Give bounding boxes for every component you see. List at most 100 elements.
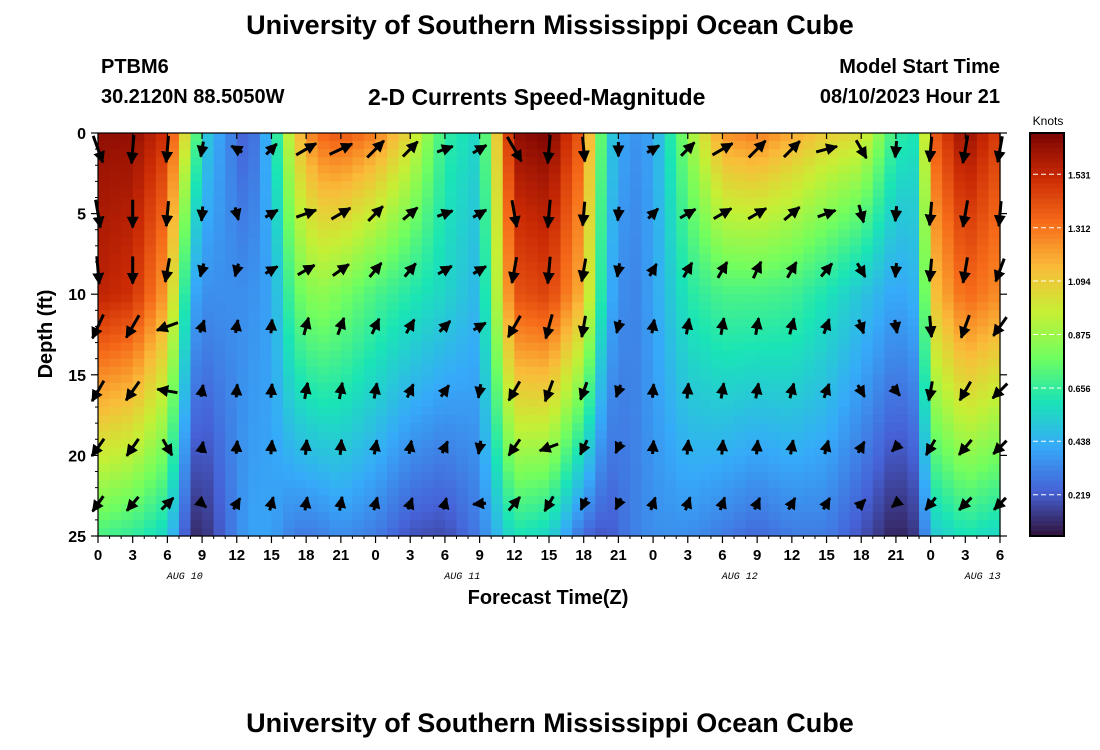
heatmap-cell bbox=[294, 511, 307, 521]
heatmap-cell bbox=[618, 423, 631, 432]
heatmap-cell bbox=[710, 286, 724, 295]
heatmap-cell bbox=[838, 398, 851, 408]
heatmap-cell bbox=[699, 189, 712, 199]
heatmap-cell bbox=[618, 374, 631, 384]
heatmap-cell bbox=[988, 350, 1001, 360]
heatmap-cell bbox=[248, 423, 261, 432]
heatmap-cell bbox=[144, 463, 157, 473]
heatmap-cell bbox=[942, 366, 955, 376]
heatmap-cell bbox=[595, 326, 608, 336]
heatmap-cell bbox=[259, 286, 273, 295]
heatmap-cell bbox=[468, 229, 481, 239]
heatmap-cell bbox=[618, 390, 631, 400]
current-arrow bbox=[646, 207, 660, 221]
heatmap-cell bbox=[213, 447, 226, 456]
heatmap-cell bbox=[387, 318, 400, 328]
colorbar-cell bbox=[1030, 138, 1064, 144]
heatmap-cell bbox=[155, 431, 168, 440]
heatmap-cell bbox=[294, 253, 307, 263]
heatmap-cell bbox=[433, 407, 446, 416]
heatmap-cell bbox=[560, 237, 573, 247]
heatmap-cell bbox=[294, 463, 307, 473]
heatmap-cell bbox=[433, 487, 446, 497]
heatmap-cell bbox=[410, 213, 423, 223]
heatmap-cell bbox=[363, 398, 377, 408]
heatmap-cell bbox=[271, 471, 284, 481]
heatmap-cell bbox=[213, 382, 226, 392]
heatmap-cell bbox=[930, 237, 943, 247]
heatmap-cell bbox=[363, 189, 377, 199]
heatmap-cell bbox=[294, 374, 307, 384]
heatmap-cell bbox=[468, 133, 481, 142]
heatmap-cell bbox=[722, 487, 735, 497]
colorbar-cell bbox=[1030, 198, 1064, 205]
heatmap-cell bbox=[248, 318, 261, 328]
heatmap-cell bbox=[942, 318, 955, 328]
heatmap-cell bbox=[468, 237, 481, 247]
heatmap-cell bbox=[144, 310, 157, 319]
heatmap-cell bbox=[248, 261, 261, 271]
heatmap-cell bbox=[132, 213, 145, 223]
heatmap-cell bbox=[433, 229, 446, 239]
heatmap-cell bbox=[294, 165, 307, 174]
heatmap-cell bbox=[907, 471, 920, 481]
heatmap-cell bbox=[838, 447, 851, 456]
heatmap-cell bbox=[722, 447, 735, 456]
heatmap-cell bbox=[861, 189, 874, 199]
heatmap-cell bbox=[468, 278, 481, 287]
heatmap-cell bbox=[595, 181, 608, 191]
heatmap-cell bbox=[976, 511, 990, 521]
heatmap-cell bbox=[653, 455, 666, 465]
heatmap-cell bbox=[734, 503, 747, 513]
heatmap-cell bbox=[664, 407, 677, 416]
heatmap-cell bbox=[306, 173, 319, 182]
current-arrow bbox=[438, 320, 452, 333]
heatmap-cell bbox=[572, 253, 585, 263]
heatmap-cell bbox=[606, 133, 619, 142]
heatmap-cell bbox=[653, 326, 666, 336]
heatmap-cell bbox=[236, 334, 249, 344]
heatmap-cell bbox=[155, 487, 168, 497]
heatmap-cell bbox=[468, 173, 481, 182]
heatmap-cell bbox=[687, 221, 700, 231]
heatmap-cell bbox=[930, 253, 943, 263]
heatmap-cell bbox=[190, 133, 203, 142]
heatmap-cell bbox=[525, 342, 539, 352]
heatmap-cell bbox=[907, 253, 920, 263]
current-arrow bbox=[474, 383, 487, 399]
heatmap-cell bbox=[595, 366, 608, 376]
heatmap-cell bbox=[965, 366, 978, 376]
heatmap-cell bbox=[687, 270, 700, 279]
heatmap-cell bbox=[433, 302, 446, 311]
heatmap-cell bbox=[791, 423, 805, 432]
heatmap-cell bbox=[132, 302, 145, 311]
heatmap-cell bbox=[502, 431, 515, 440]
heatmap-cell bbox=[953, 471, 966, 481]
heatmap-cell bbox=[525, 181, 539, 191]
heatmap-cell bbox=[259, 511, 273, 521]
heatmap-cell bbox=[306, 471, 319, 481]
heatmap-cell bbox=[167, 350, 180, 360]
heatmap-cell bbox=[340, 527, 354, 537]
heatmap-cell bbox=[283, 431, 296, 440]
current-arrow bbox=[646, 318, 659, 334]
heatmap-cell bbox=[895, 415, 909, 424]
heatmap-cell bbox=[375, 318, 388, 328]
heatmap-cell bbox=[826, 326, 839, 336]
heatmap-cell bbox=[641, 398, 654, 408]
heatmap-cell bbox=[340, 245, 354, 255]
heatmap-cell bbox=[895, 221, 909, 231]
heatmap-cell bbox=[919, 398, 932, 408]
heatmap-cell bbox=[942, 431, 955, 440]
heatmap-cell bbox=[710, 527, 724, 537]
heatmap-cell bbox=[456, 189, 469, 199]
heatmap-cell bbox=[780, 527, 793, 537]
heatmap-cell bbox=[248, 527, 261, 537]
heatmap-cell bbox=[109, 157, 122, 166]
heatmap-cell bbox=[734, 253, 747, 263]
heatmap-cell bbox=[560, 205, 573, 215]
heatmap-cell bbox=[572, 245, 585, 255]
heatmap-cell bbox=[352, 189, 365, 199]
heatmap-cell bbox=[456, 245, 469, 255]
heatmap-cell bbox=[976, 221, 990, 231]
